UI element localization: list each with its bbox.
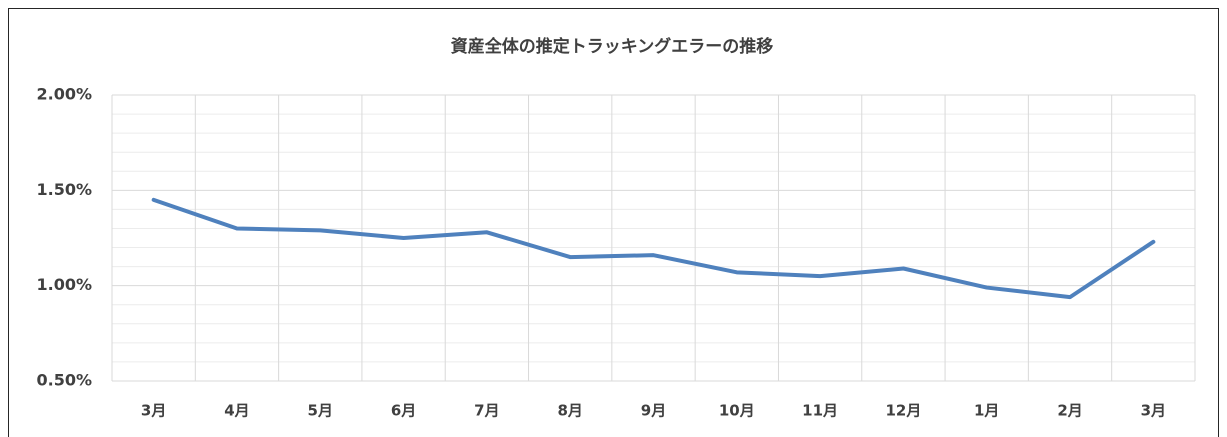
x-tick-label: 7月 [474,402,499,420]
x-tick-label: 3月 [141,402,166,420]
x-tick-label: 1月 [974,402,999,420]
x-tick-label: 6月 [391,402,416,420]
x-tick-label: 10月 [719,402,755,420]
y-tick-label: 1.00% [36,275,92,294]
x-tick-label: 12月 [885,402,921,420]
chart-frame [8,8,1219,437]
x-tick-label: 3月 [1141,402,1166,420]
x-tick-label: 9月 [641,402,666,420]
x-tick-label: 11月 [802,402,838,420]
x-tick-label: 8月 [557,402,582,420]
chart-title: 資産全体の推定トラッキングエラーの推移 [451,36,774,57]
x-tick-label: 2月 [1057,402,1082,420]
line [151,197,1156,300]
x-tick-label: 5月 [308,402,333,420]
y-tick-label: 0.50% [36,371,92,390]
y-tick-label: 2.00% [36,85,92,104]
x-tick-label: 4月 [224,402,249,420]
y-tick-label: 1.50% [36,180,92,199]
